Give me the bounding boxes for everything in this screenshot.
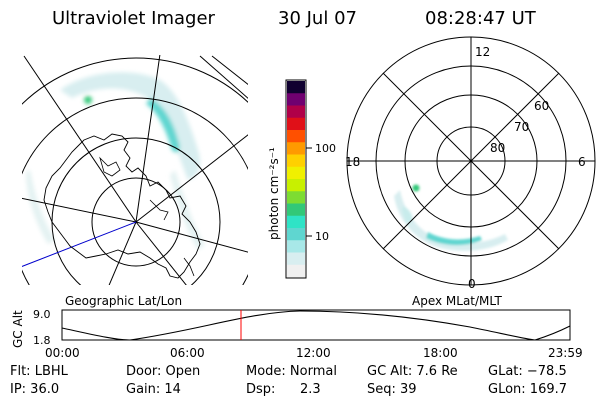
info-glon: GLon: 169.7	[488, 382, 568, 397]
coastline	[43, 133, 201, 279]
date-label: 30 Jul 07	[278, 8, 357, 29]
colorbar-swatch	[287, 252, 305, 266]
timeline-xtick-0600: 06:00	[170, 346, 205, 360]
right-panel-caption: Apex MLat/MLT	[412, 294, 502, 308]
info-gc-alt: GC Alt: 7.6 Re	[367, 364, 458, 379]
colorbar-swatch	[287, 93, 305, 106]
info-gain: Gain: 14	[126, 382, 181, 397]
colorbar-swatch	[287, 81, 305, 94]
colorbar-swatch	[287, 240, 305, 253]
colorbar-tick-10: 10	[315, 230, 329, 243]
colorbar-frame	[285, 79, 307, 279]
geographic-map	[22, 55, 248, 285]
timeline-xtick-2359: 23:59	[548, 346, 583, 360]
colorbar-unit-label: photon cm⁻²s⁻¹	[267, 147, 281, 240]
mlt-label-12: 12	[475, 45, 490, 59]
instrument-title: Ultraviolet Imager	[52, 8, 215, 29]
colorbar-swatch	[287, 179, 305, 192]
colorbar-swatch	[287, 215, 305, 229]
timeline-xtick-1800: 18:00	[423, 346, 458, 360]
mlat-label-80: 80	[490, 141, 505, 155]
colorbar-swatch	[287, 264, 305, 278]
timeline-ytick-bottom: 1.8	[33, 334, 51, 347]
mlt-label-18: 18	[345, 155, 360, 169]
mlt-label-0: 0	[468, 277, 476, 291]
lat-circle-outer	[22, 97, 248, 285]
colorbar-swatch	[287, 130, 305, 143]
info-ip: IP: 36.0	[10, 382, 60, 397]
colorbar-swatch	[287, 228, 305, 241]
info-glat: GLat: −78.5	[488, 364, 567, 379]
altitude-timeline	[61, 309, 571, 341]
timeline-xtick-1200: 12:00	[296, 346, 331, 360]
colorbar-swatch	[287, 203, 305, 217]
lat-circle-outermost	[22, 57, 248, 105]
colorbar-swatch	[287, 117, 305, 131]
colorbar	[285, 79, 312, 279]
timeline-frame	[61, 309, 571, 341]
terminator-line	[22, 221, 137, 267]
info-door: Door: Open	[126, 364, 201, 379]
mlat-label-60: 60	[534, 99, 549, 113]
timeline-ytick-top: 9.0	[33, 308, 51, 321]
time-label: 08:28:47 UT	[425, 8, 536, 29]
info-flt: Flt: LBHL	[10, 364, 68, 379]
lat-circle-inner	[91, 177, 181, 267]
timeline-xtick-0000: 00:00	[45, 346, 80, 360]
magnetic-polar-plot	[346, 36, 596, 286]
info-dsp-label: Dsp:	[246, 382, 276, 397]
mlat-label-70: 70	[514, 120, 529, 134]
timeline-ylabel: GC Alt	[11, 310, 25, 348]
aurora-emission-right	[394, 184, 508, 251]
mlt-label-6: 6	[578, 155, 586, 169]
info-mode: Mode: Normal	[246, 364, 337, 379]
info-dsp-value: 2.3	[300, 382, 321, 397]
altitude-curve	[61, 310, 571, 341]
left-panel-caption: Geographic Lat/Lon	[65, 294, 182, 308]
colorbar-swatch	[287, 142, 305, 155]
colorbar-swatch	[287, 154, 305, 168]
colorbar-tick-100: 100	[315, 142, 336, 155]
info-seq: Seq: 39	[367, 382, 417, 397]
colorbar-swatch	[287, 191, 305, 204]
colorbar-swatch	[287, 166, 305, 180]
aurora-emission-left	[26, 72, 205, 250]
colorbar-swatch	[287, 105, 305, 119]
